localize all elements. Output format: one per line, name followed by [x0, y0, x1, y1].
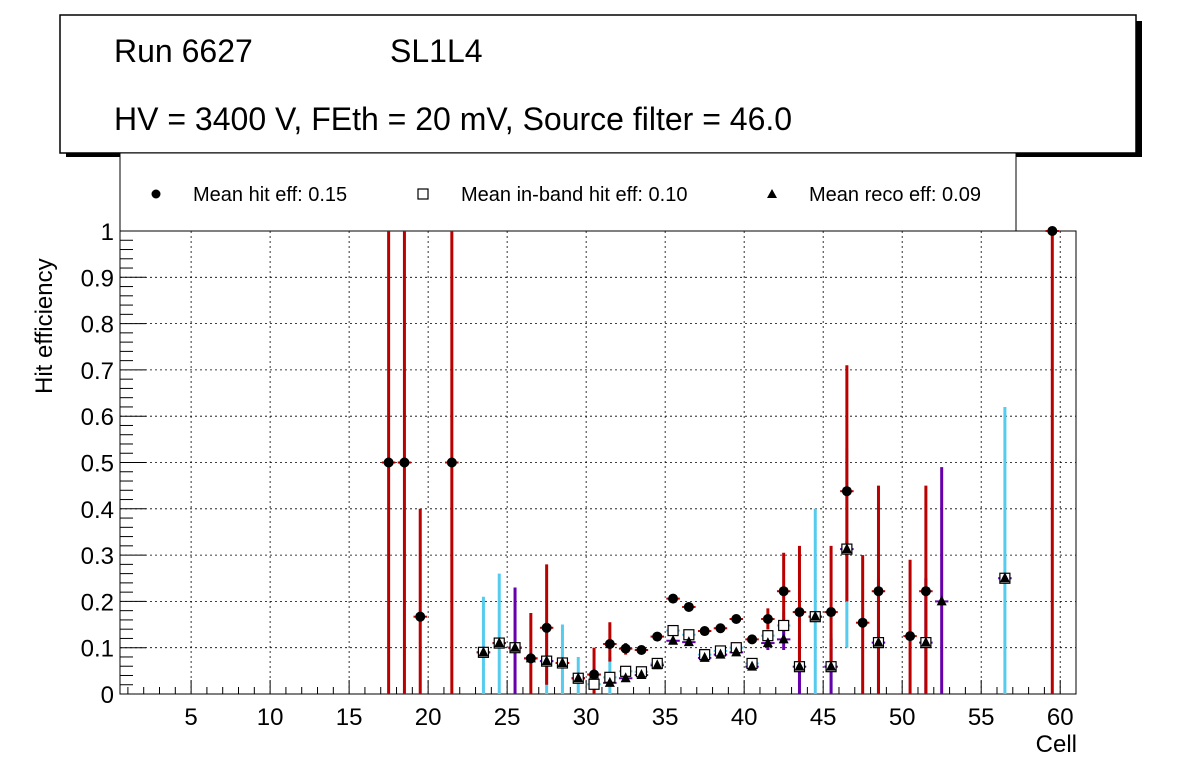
hit-eff-point	[604, 638, 615, 649]
hit-eff-point	[747, 634, 758, 645]
hit-eff-point	[1047, 226, 1058, 236]
reco-eff-point	[668, 634, 679, 645]
layer-label: SL1L4	[390, 33, 483, 69]
reco-eff-point	[683, 636, 694, 647]
reco-eff-point	[747, 660, 758, 671]
x-tick-label: 60	[1047, 704, 1074, 731]
legend-hit-marker	[151, 189, 161, 199]
reco-eff-point	[794, 660, 805, 671]
x-tick-label: 15	[336, 704, 363, 731]
reco-eff-point	[620, 672, 631, 683]
hit-eff-point	[668, 593, 679, 604]
hit-eff-point	[683, 601, 694, 612]
reco-eff-point	[699, 651, 710, 662]
reco-eff-point	[715, 648, 726, 659]
y-tick-label: 1	[101, 219, 114, 246]
reco-eff-point	[494, 637, 505, 648]
reco-eff-point	[557, 656, 568, 667]
reco-eff-point	[541, 655, 552, 666]
hit-eff-point	[841, 486, 852, 497]
reco-eff-point	[652, 659, 663, 670]
legend-inband-marker	[417, 188, 429, 200]
conditions-label: HV = 3400 V, FEth = 20 mV, Source filter…	[114, 101, 792, 137]
x-tick-label: 20	[415, 704, 442, 731]
legend-frame	[119, 152, 1017, 232]
reco-eff-point	[573, 672, 584, 683]
hit-eff-point	[715, 623, 726, 634]
y-tick-label: 0.5	[81, 451, 114, 478]
legend-reco-marker	[767, 189, 777, 198]
hit-eff-point	[794, 607, 805, 618]
hit-eff-point	[446, 457, 457, 468]
inband-eff-point	[588, 678, 600, 690]
run-label: Run 6627	[114, 33, 253, 69]
reco-eff-point	[478, 646, 489, 657]
y-tick-label: 0.2	[81, 589, 114, 616]
reco-eff-point	[826, 660, 837, 671]
x-tick-label: 30	[573, 704, 600, 731]
reco-eff-point	[510, 641, 521, 652]
y-tick-label: 0.4	[81, 497, 114, 524]
hit-eff-point	[699, 626, 710, 637]
inband-eff-point	[778, 619, 790, 632]
x-tick-label: 50	[889, 704, 916, 731]
x-tick-label: 25	[494, 704, 521, 731]
reco-eff-point	[841, 543, 852, 554]
hit-eff-point	[826, 607, 837, 618]
hit-eff-point	[873, 586, 884, 597]
x-tick-label: 40	[731, 704, 758, 731]
reco-eff-point	[762, 637, 773, 648]
x-tick-label: 45	[810, 704, 837, 731]
y-tick-label: 0.7	[81, 358, 114, 385]
y-tick-label: 0.3	[81, 543, 114, 570]
x-axis-title: Cell	[1036, 731, 1077, 758]
hit-eff-point	[541, 622, 552, 633]
hit-eff-point	[636, 645, 647, 656]
y-tick-label: 0.1	[81, 636, 114, 663]
y-axis-title: Hit efficiency	[31, 258, 58, 394]
y-tick-label: 0.8	[81, 312, 114, 339]
legend: Mean hit eff: 0.15 Mean in-band hit eff:…	[119, 152, 1017, 232]
hit-eff-point	[905, 631, 916, 642]
hit-eff-point	[620, 643, 631, 654]
reco-eff-point	[731, 646, 742, 657]
hit-eff-point	[652, 631, 663, 642]
y-tick-label: 0.9	[81, 265, 114, 292]
x-tick-label: 35	[652, 704, 679, 731]
hit-eff-point	[415, 611, 426, 622]
reco-eff-point	[999, 572, 1010, 583]
x-tick-label: 5	[184, 704, 197, 731]
legend-hit-label: Mean hit eff: 0.15	[193, 184, 347, 206]
axes: 5 10 15 20 25 30 35 40 45 50 55 60 0 0.1 0.2 0.3 0.4 0.5 0…	[81, 219, 1074, 731]
reco-eff-point	[936, 595, 947, 606]
x-tick-label: 10	[257, 704, 284, 731]
legend-inband-label: Mean in-band hit eff: 0.10	[461, 184, 687, 206]
hit-eff-point	[399, 457, 410, 468]
reco-eff-point	[778, 633, 789, 644]
hit-eff-point	[383, 457, 394, 468]
hit-eff-point	[762, 613, 773, 624]
reco-eff-point	[604, 676, 615, 687]
markers	[383, 226, 1058, 690]
reco-eff-point	[810, 610, 821, 621]
y-tick-label: 0.6	[81, 404, 114, 431]
reco-eff-point	[525, 652, 536, 663]
inband-eff-point	[667, 624, 679, 637]
reco-eff-point	[920, 636, 931, 647]
reco-eff-point	[873, 636, 884, 647]
legend-reco-label: Mean reco eff: 0.09	[809, 184, 981, 206]
x-tick-label: 55	[968, 704, 995, 731]
hit-eff-point	[731, 613, 742, 624]
y-tick-label: 0	[101, 682, 114, 709]
reco-eff-point	[589, 668, 600, 679]
hit-eff-point	[920, 586, 931, 597]
grid	[120, 231, 1076, 694]
hit-eff-point	[857, 617, 868, 628]
hit-eff-point	[778, 586, 789, 597]
reco-eff-point	[636, 669, 647, 680]
run-info-box: Run 6627 SL1L4 HV = 3400 V, FEth = 20 mV…	[59, 14, 1142, 157]
